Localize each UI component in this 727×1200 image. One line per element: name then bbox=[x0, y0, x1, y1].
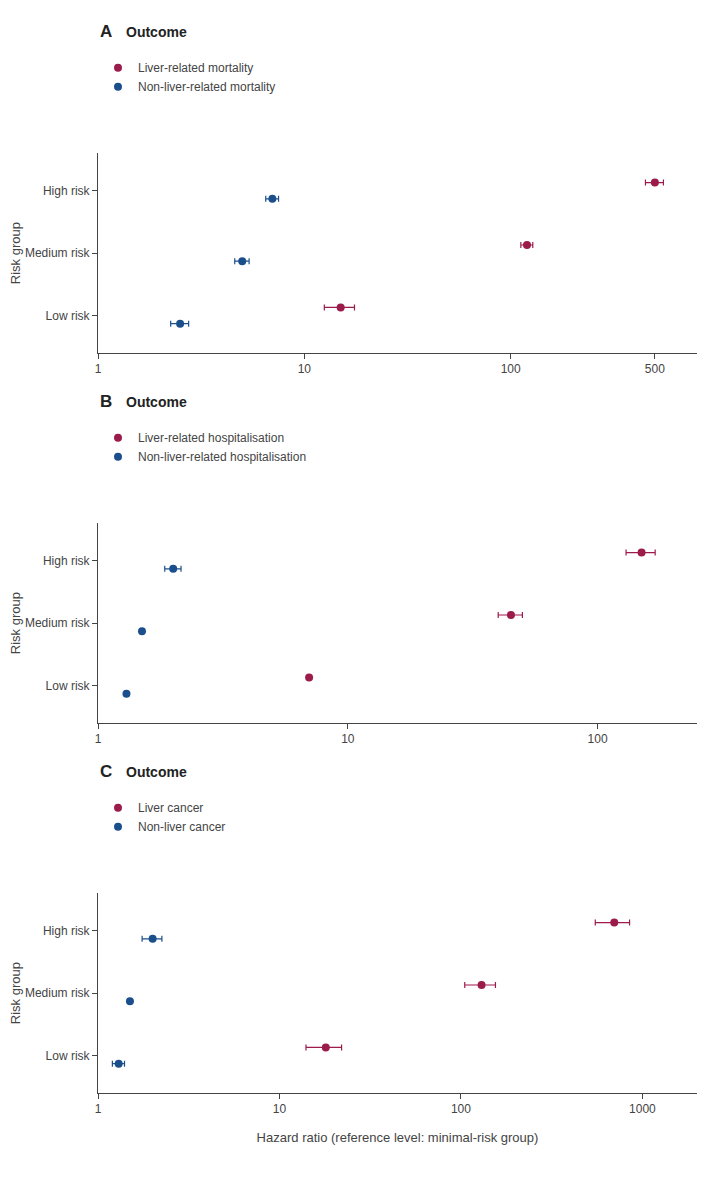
svg-text:Risk group: Risk group bbox=[8, 962, 23, 1024]
svg-text:Non-liver-related hospitalisat: Non-liver-related hospitalisation bbox=[138, 450, 306, 464]
svg-text:A: A bbox=[100, 22, 112, 41]
svg-text:Liver-related hospitalisation: Liver-related hospitalisation bbox=[138, 431, 284, 445]
svg-text:High risk: High risk bbox=[43, 554, 91, 568]
svg-text:1: 1 bbox=[95, 1102, 102, 1116]
svg-text:1: 1 bbox=[95, 732, 102, 746]
svg-text:Low risk: Low risk bbox=[46, 679, 91, 693]
svg-text:Medium risk: Medium risk bbox=[25, 986, 91, 1000]
svg-text:100: 100 bbox=[501, 362, 521, 376]
svg-text:C: C bbox=[100, 762, 112, 781]
svg-text:100: 100 bbox=[451, 1102, 471, 1116]
svg-text:Outcome: Outcome bbox=[126, 394, 187, 410]
svg-text:Hazard ratio (reference level:: Hazard ratio (reference level: minimal-r… bbox=[257, 1130, 539, 1145]
svg-text:10: 10 bbox=[298, 362, 312, 376]
svg-text:1000: 1000 bbox=[629, 1102, 656, 1116]
svg-text:Risk group: Risk group bbox=[8, 592, 23, 654]
svg-text:Non-liver-related mortality: Non-liver-related mortality bbox=[138, 80, 275, 94]
svg-text:Low risk: Low risk bbox=[46, 309, 91, 323]
svg-text:High risk: High risk bbox=[43, 924, 91, 938]
svg-text:Liver-related mortality: Liver-related mortality bbox=[138, 61, 253, 75]
svg-text:1: 1 bbox=[95, 362, 102, 376]
svg-text:100: 100 bbox=[588, 732, 608, 746]
svg-text:10: 10 bbox=[341, 732, 355, 746]
svg-text:Medium risk: Medium risk bbox=[25, 246, 91, 260]
svg-text:Risk group: Risk group bbox=[8, 222, 23, 284]
svg-text:B: B bbox=[100, 392, 112, 411]
svg-text:10: 10 bbox=[273, 1102, 287, 1116]
svg-text:Medium risk: Medium risk bbox=[25, 616, 91, 630]
svg-text:Low risk: Low risk bbox=[46, 1049, 91, 1063]
svg-text:Outcome: Outcome bbox=[126, 24, 187, 40]
svg-text:Outcome: Outcome bbox=[126, 764, 187, 780]
svg-text:500: 500 bbox=[645, 362, 665, 376]
svg-text:Non-liver cancer: Non-liver cancer bbox=[138, 820, 225, 834]
svg-text:Liver cancer: Liver cancer bbox=[138, 801, 203, 815]
svg-text:High risk: High risk bbox=[43, 184, 91, 198]
